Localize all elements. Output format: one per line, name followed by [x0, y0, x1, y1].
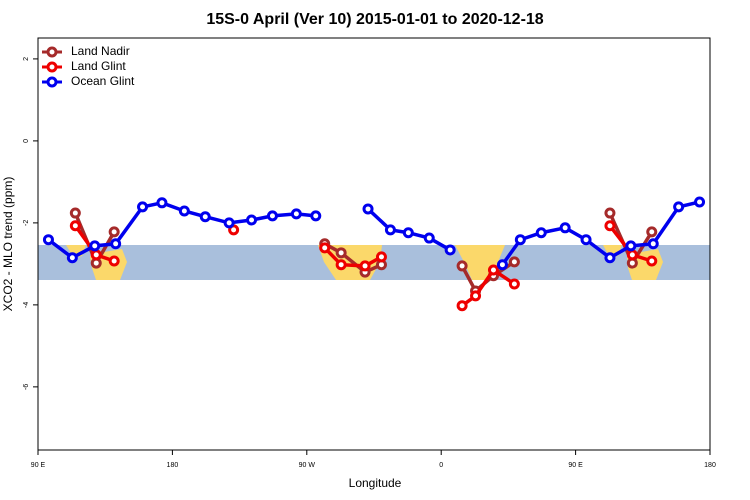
series-point	[604, 207, 616, 219]
series-point	[108, 226, 120, 238]
series-point	[456, 300, 468, 312]
x-tick-label: 90 E	[31, 462, 46, 469]
series-line	[323, 246, 383, 268]
series-point	[646, 255, 658, 267]
series-point	[673, 201, 685, 213]
series-point	[470, 290, 482, 302]
series-point	[626, 249, 638, 261]
series-point	[335, 259, 347, 271]
series-point	[199, 211, 211, 223]
legend-label: Land Glint	[71, 59, 126, 73]
series-point	[290, 208, 302, 220]
series-point	[375, 251, 387, 263]
series-point	[625, 240, 637, 252]
series-point	[456, 260, 468, 272]
series-point	[487, 264, 499, 276]
series-point	[178, 205, 190, 217]
series-point	[694, 196, 706, 208]
x-axis-label: Longitude	[349, 476, 402, 490]
series-point	[508, 256, 520, 268]
legend-marker	[46, 61, 58, 73]
series-line	[461, 267, 516, 308]
series-point	[108, 255, 120, 267]
series-point	[246, 214, 258, 226]
series-point	[359, 260, 371, 272]
series-point	[384, 224, 396, 236]
series-point	[69, 220, 81, 232]
series-point	[137, 201, 149, 213]
y-tick-label: -4	[23, 302, 30, 308]
series-point	[223, 217, 235, 229]
x-tick-label: 90 E	[568, 462, 583, 469]
x-tick-label: 180	[167, 462, 179, 469]
y-tick-label: 0	[23, 139, 30, 143]
series-point	[647, 238, 659, 250]
series-point	[110, 238, 122, 250]
legend-label: Land Nadir	[71, 44, 130, 58]
series-point	[402, 227, 414, 239]
x-tick-label: 180	[704, 462, 716, 469]
series-point	[66, 252, 78, 264]
series-point	[89, 240, 101, 252]
series-point	[559, 222, 571, 234]
series-point	[508, 278, 520, 290]
series-point	[362, 203, 374, 215]
y-tick-label: -2	[23, 220, 30, 226]
series-point	[580, 234, 592, 246]
series-point	[604, 220, 616, 232]
x-tick-label: 0	[439, 462, 443, 469]
series-point	[423, 232, 435, 244]
series-point	[646, 226, 658, 238]
series-point	[535, 227, 547, 239]
series-point	[266, 210, 278, 222]
legend-marker	[46, 46, 58, 58]
x-tick-label: 90 W	[299, 462, 316, 469]
series-point	[69, 207, 81, 219]
series-point	[42, 234, 54, 246]
series-point	[156, 197, 168, 209]
series-point	[90, 249, 102, 261]
series-point	[444, 244, 456, 256]
legend-marker	[46, 76, 58, 88]
series-line	[501, 200, 700, 266]
plot-frame	[37, 37, 711, 451]
y-axis-label: XCO2 - MLO trend (ppm)	[1, 177, 15, 312]
legend-label: Ocean Glint	[71, 74, 135, 88]
series-line	[323, 242, 383, 275]
series-point	[310, 210, 322, 222]
chart-title: 15S-0 April (Ver 10) 2015-01-01 to 2020-…	[206, 11, 543, 28]
series-point	[319, 242, 331, 254]
y-tick-label: -6	[23, 384, 30, 390]
series-point	[496, 259, 508, 271]
y-tick-label: 2	[23, 57, 30, 61]
series-point	[514, 234, 526, 246]
series-point	[604, 252, 616, 264]
series-point	[335, 247, 347, 259]
